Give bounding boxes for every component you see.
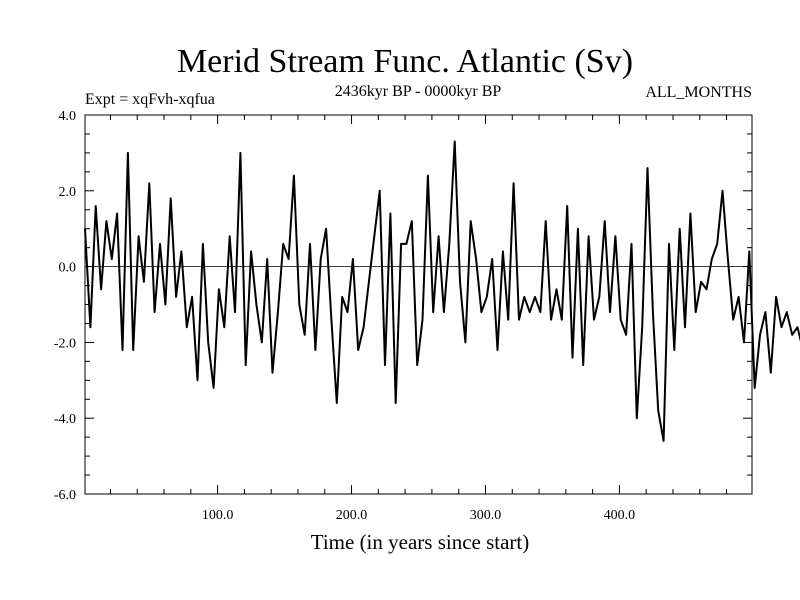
x-tick-label: 300.0 (470, 508, 502, 523)
season-label: ALL_MONTHS (645, 84, 752, 101)
period-label: 2436kyr BP - 0000kyr BP (335, 83, 502, 100)
y-tick-label: -2.0 (54, 336, 76, 351)
x-tick-label: 100.0 (202, 508, 234, 523)
x-axis-label: Time (in years since start) (311, 530, 530, 554)
plot-area: -6.0 -4.0 -2.0 0.0 2.0 4.0 100.0 200.0 300.0 400.… (54, 109, 800, 523)
series-line-0 (84, 140, 800, 442)
y-tick-label: 2.0 (59, 185, 77, 200)
chart-title: Merid Stream Func. Atlantic (Sv) (177, 43, 633, 80)
x-tick-label: 400.0 (604, 508, 636, 523)
experiment-label: Expt = xqFvh-xqfua (85, 91, 215, 108)
y-tick-label: 0.0 (59, 261, 77, 276)
x-tick-label: 200.0 (336, 508, 368, 523)
y-tick-label: 4.0 (59, 109, 77, 124)
y-tick-label: -6.0 (54, 488, 76, 503)
y-tick-label: -4.0 (54, 412, 76, 427)
